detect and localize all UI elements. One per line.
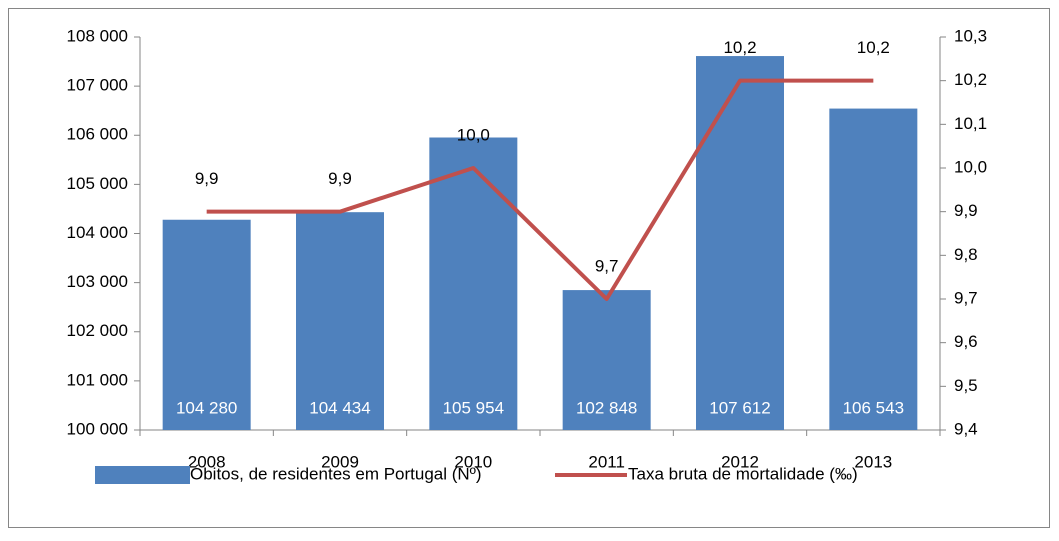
bar (162, 219, 251, 430)
line (206, 78, 874, 301)
y2-tick-label: 9,9 (954, 201, 978, 220)
y-tick-label: 102 000 (67, 321, 128, 340)
y2-tick-label: 9,8 (954, 245, 978, 264)
y-tick-label: 108 000 (67, 26, 128, 45)
y2-tick-label: 10,2 (954, 70, 987, 89)
legend-label: Óbitos, de residentes em Portugal (Nº) (190, 464, 482, 483)
line-value-label: 9,7 (595, 256, 619, 275)
y2-tick-label: 10,0 (954, 157, 987, 176)
y2-tick-label: 9,7 (954, 288, 978, 307)
x-tick-label: 2008 (188, 452, 226, 471)
y-tick-label: 104 000 (67, 223, 128, 242)
bar-value-label: 107 612 (709, 398, 770, 417)
y-tick-label: 100 000 (67, 419, 128, 438)
y2-tick-label: 9,6 (954, 332, 978, 351)
line-value-label: 10,2 (723, 38, 756, 57)
x-tick-label: 2012 (721, 452, 759, 471)
line-value-label: 9,9 (195, 169, 219, 188)
y2-tick-label: 10,3 (954, 26, 987, 45)
y-tick-label: 103 000 (67, 272, 128, 291)
y-tick-label: 105 000 (67, 174, 128, 193)
line-value-label: 10,0 (457, 125, 490, 144)
x-tick-label: 2009 (321, 452, 359, 471)
bar-value-label: 106 543 (843, 398, 904, 417)
x-tick-label: 2010 (454, 452, 492, 471)
y-tick-label: 107 000 (67, 76, 128, 95)
legend-swatch (95, 466, 190, 484)
bar-value-label: 104 434 (309, 398, 370, 417)
bar (696, 56, 784, 431)
bar (296, 212, 384, 430)
bar (829, 108, 918, 430)
y2-tick-label: 9,4 (954, 419, 978, 438)
legend-label: Taxa bruta de mortalidade (‰) (628, 464, 858, 483)
bar-value-label: 104 280 (176, 398, 237, 417)
line-value-label: 9,9 (328, 169, 352, 188)
bar-value-label: 102 848 (576, 398, 637, 417)
y2-tick-label: 10,1 (954, 114, 987, 133)
y-tick-label: 106 000 (67, 125, 128, 144)
bar-value-label: 105 954 (443, 398, 504, 417)
y2-tick-label: 9,5 (954, 376, 978, 395)
x-tick-label: 2011 (588, 452, 625, 471)
line-value-label: 10,2 (857, 38, 890, 57)
x-tick-label: 2013 (854, 452, 892, 471)
bar (429, 137, 518, 430)
y-tick-label: 101 000 (67, 370, 128, 389)
bar (562, 290, 651, 430)
